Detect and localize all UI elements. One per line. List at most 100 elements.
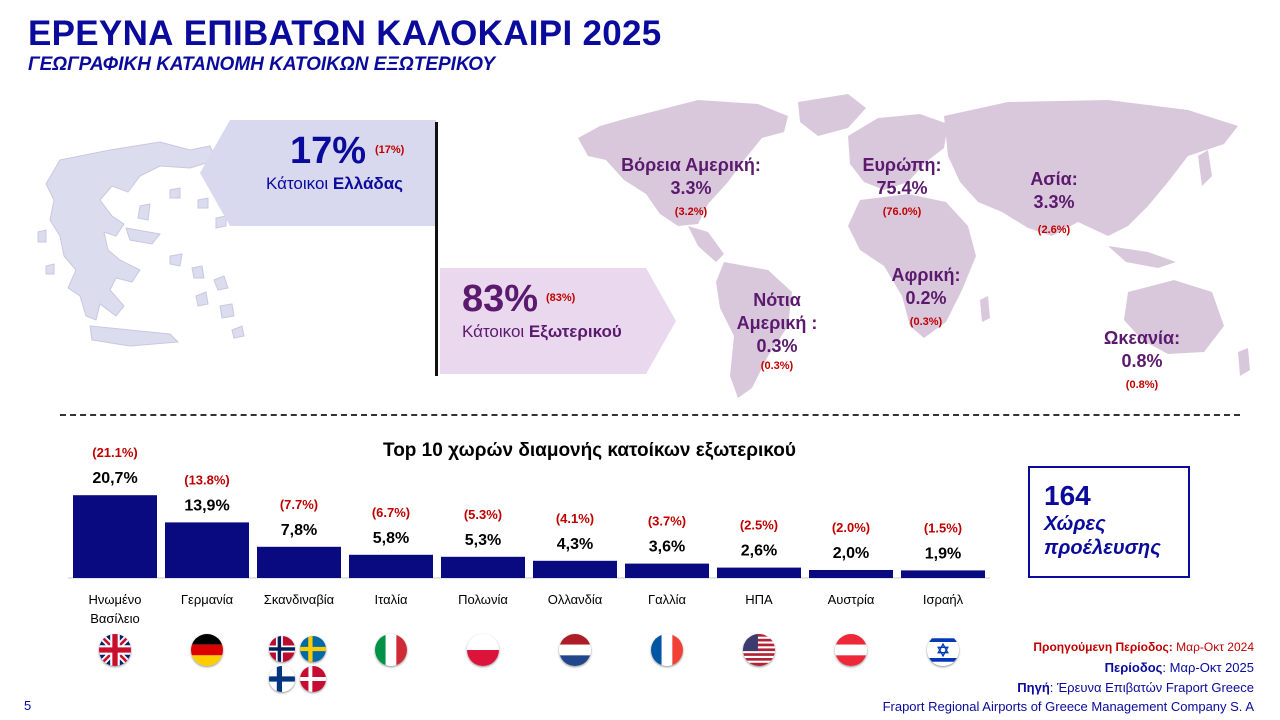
tick-label: Πολωνία [458,592,508,607]
region-name: Αφρική: [891,265,961,285]
region-value: 0.8% [1121,351,1163,371]
residents-greece-prev: (17%) [375,144,405,156]
region-name: Αμερική : [736,313,818,333]
residents-abroad-callout: 83% (83%) Κάτοικοι Εξωτερικού [440,268,676,374]
bar [809,570,893,578]
bar [901,570,985,578]
region-value: 3.3% [670,178,712,198]
previous-period-label: (13.8%) [184,472,230,487]
residents-greece-label: Κάτοικοι Ελλάδας [266,174,404,193]
previous-period-label: (5.3%) [464,507,502,522]
region-value: 0.3% [756,336,798,356]
france-flag-icon [651,634,683,666]
bar [257,546,341,578]
region-prev: (0.3%) [760,360,794,372]
greece-map [37,141,245,347]
countries-label-line1: Χώρες [1044,513,1106,535]
page-subtitle: ΓΕΩΓΡΑΦΙΚΗ ΚΑΤΑΝΟΜΗ ΚΑΤΟΙΚΩΝ ΕΞΩΤΕΡΙΚΟΥ [28,54,495,75]
bar-chart: 20,7% (21.1%) Ηνωμένο Βασίλειο 13,9% (13.8%) Γ… [68,445,990,626]
israel-flag-icon [927,634,959,666]
residents-abroad-pct: 83% [462,278,539,320]
data-label: 3,6% [649,539,685,556]
data-label: 5,8% [373,530,409,547]
footer-period: Περίοδος: Μαρ-Οκτ 2025 [1104,660,1254,675]
data-label: 13,9% [184,497,229,514]
region-africa: Αφρική: 0.2% (0.3%) [874,264,978,330]
germany-flag-icon [191,634,223,666]
region-south-america: Νότια Αμερική : 0.3% (0.3%) [722,289,832,374]
data-label: 2,0% [833,545,869,562]
residents-greece-callout: 17% (17%) Κάτοικοι Ελλάδας [200,120,436,226]
bar [717,567,801,578]
region-value: 0.2% [905,288,947,308]
region-name: Ασία: [1030,169,1078,189]
tick-label: Ιταλία [375,592,408,607]
countries-of-origin-box: 164 Χώρες προέλευσης [1028,466,1190,578]
residents-abroad-prev: (83%) [546,292,576,304]
region-north-america: Βόρεια Αμερική: 3.3% (3.2%) [605,154,777,220]
countries-count: 164 [1044,480,1091,511]
previous-period-label: (1.5%) [924,520,962,535]
region-prev: (0.3%) [909,316,943,328]
world-map [578,94,1250,398]
arrow-left-shape [200,120,436,226]
tick-label: Γαλλία [648,592,687,607]
finland-flag-icon [269,666,295,692]
footer-source: Πηγή: Έρευνα Επιβατών Fraport Greece [1017,680,1254,695]
region-name: Ευρώπη: [862,155,942,175]
region-europe: Ευρώπη: 75.4% (76.0%) [852,154,952,220]
region-prev: (2.6%) [1037,224,1071,236]
previous-period-label: (2.5%) [740,518,778,533]
data-label: 4,3% [557,536,593,553]
residents-greece-pct: 17% [290,130,367,172]
norway-flag-icon [269,636,295,662]
region-name: Ωκεανία: [1103,328,1181,348]
italy-flag-icon [375,634,407,666]
tick-label: Ηνωμένο [88,592,141,607]
region-prev: (0.8%) [1125,379,1159,391]
data-label: 1,9% [925,545,961,562]
section-divider [60,414,1240,416]
region-name: Νότια [753,290,801,310]
region-value: 3.3% [1033,192,1075,212]
bar [165,522,249,578]
bar [625,563,709,578]
arrow-right-shape [440,268,676,374]
chart-title: Top 10 χωρών διαμονής κατοίκων εξωτερικο… [383,440,796,461]
denmark-flag-icon [300,666,326,692]
bar [533,560,617,578]
region-name: Βόρεια Αμερική: [621,155,761,175]
poland-flag-icon [467,634,499,666]
footer-previous-period: Προηγούμενη Περίοδος: Μαρ-Οκτ 2024 [1033,640,1254,654]
tick-label: Σκανδιναβία [264,592,335,607]
previous-period-label: (6.7%) [372,505,410,520]
data-label: 7,8% [281,522,317,539]
page-title: ΕΡΕΥΝΑ ΕΠΙΒΑΤΩΝ ΚΑΛΟΚΑΙΡΙ 2025 [28,14,662,53]
bar [349,554,433,578]
page-number: 5 [24,698,32,713]
region-prev: (76.0%) [882,206,922,218]
tick-label: Αυστρία [828,592,875,607]
tick-label: ΗΠΑ [745,592,773,607]
uk-flag-icon [99,634,131,666]
tick-label: Βασίλειο [90,611,140,626]
bar [441,556,525,578]
region-prev: (3.2%) [674,206,708,218]
usa-flag-icon [743,634,775,666]
bar [73,495,157,578]
previous-period-label: (2.0%) [832,520,870,535]
sweden-flag-icon [300,636,326,662]
netherlands-flag-icon [559,634,591,666]
footer-company: Fraport Regional Airports of Greece Mana… [882,699,1254,714]
region-value: 75.4% [876,178,928,198]
vertical-divider [435,122,438,376]
data-label: 20,7% [92,470,137,487]
data-label: 5,3% [465,532,501,549]
tick-label: Ολλανδία [548,592,603,607]
previous-period-label: (7.7%) [280,497,318,512]
previous-period-label: (4.1%) [556,511,594,526]
austria-flag-icon [835,634,867,666]
tick-label: Ισραήλ [923,592,964,607]
countries-label-line2: προέλευσης [1044,537,1161,559]
tick-label: Γερμανία [181,592,234,607]
